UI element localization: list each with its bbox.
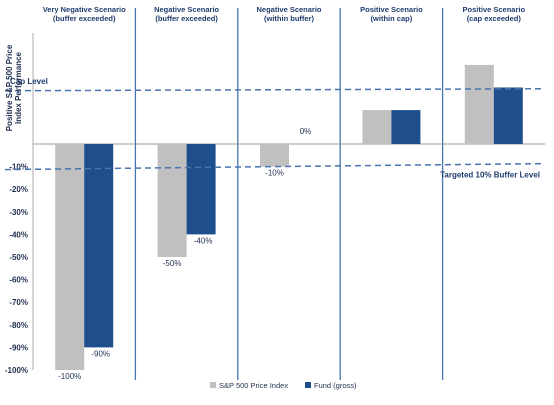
scenario-headers: Very Negative Scenario (buffer exceeded) N… xyxy=(43,5,526,23)
sp500-bar xyxy=(464,64,494,144)
y-tick-label: -90% xyxy=(9,343,28,352)
scenario-dividers xyxy=(32,8,444,380)
legend-label: S&P 500 Price Index xyxy=(219,381,288,390)
data-label: -10% xyxy=(265,169,284,178)
bars xyxy=(55,64,523,370)
data-labels: -100% -50% -10% -90% -40% 0% xyxy=(58,127,311,381)
sp500-bar xyxy=(260,144,289,167)
y-tick-label: -50% xyxy=(9,253,28,262)
scenario-header: Positive Scenario (cap exceeded) xyxy=(463,5,526,23)
cap-level-line xyxy=(4,88,546,92)
scenario-header: Very Negative Scenario (buffer exceeded) xyxy=(43,5,126,23)
sp500-bar xyxy=(362,110,392,144)
scenario-header: Negative Scenario (buffer exceeded) xyxy=(154,5,219,23)
buffer-level-label: Targeted 10% Buffer Level xyxy=(440,171,540,180)
legend-swatch xyxy=(305,382,311,388)
data-label: -40% xyxy=(194,236,213,245)
y-tick-label: -10% xyxy=(9,163,28,172)
buffer-level-line xyxy=(4,162,546,171)
cap-level-label: Cap Level xyxy=(10,77,48,86)
data-label: 0% xyxy=(300,127,312,136)
fund-bar xyxy=(391,110,421,144)
y-tick-label: -20% xyxy=(9,185,28,194)
reference-lines: Cap Level Targeted 10% Buffer Level xyxy=(4,77,546,180)
legend: S&P 500 Price Index Fund (gross) xyxy=(210,381,357,390)
data-label: -50% xyxy=(163,259,182,268)
fund-bar xyxy=(186,144,216,235)
y-axis-label: Positive S&P 500 PriceIndex Performance xyxy=(5,44,23,131)
legend-label: Fund (gross) xyxy=(314,381,357,390)
y-tick-label: -70% xyxy=(9,298,28,307)
y-tick-label: -80% xyxy=(9,321,28,330)
data-label: -100% xyxy=(58,372,81,381)
y-tick-label: -60% xyxy=(9,276,28,285)
y-tick-label: -30% xyxy=(9,208,28,217)
fund-bar xyxy=(493,87,523,144)
sp500-bar xyxy=(55,144,85,370)
y-axis: -10% -20% -30% -40% -50% -60% -70% -80% -90% -100… xyxy=(5,163,28,375)
scenario-header: Positive Scenario (within cap) xyxy=(360,5,423,23)
y-tick-label: -40% xyxy=(9,230,28,239)
data-label: -90% xyxy=(91,349,110,358)
sp500-bar xyxy=(157,144,187,257)
fund-bar xyxy=(84,144,114,348)
scenario-header: Negative Scenario (within buffer) xyxy=(256,5,321,23)
legend-swatch xyxy=(210,382,216,388)
y-tick-label: -100% xyxy=(5,366,28,375)
